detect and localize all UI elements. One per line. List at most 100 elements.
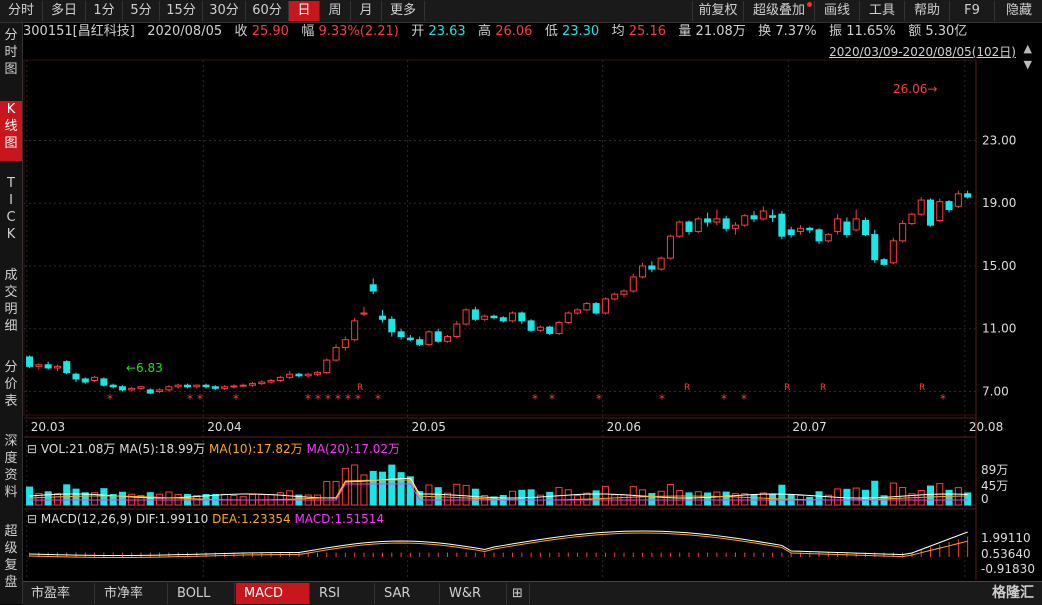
volume-bar (778, 484, 786, 506)
collapse-up-icon[interactable]: ▲ (1023, 42, 1032, 55)
volume-bar (731, 493, 739, 506)
volume-bar (286, 490, 294, 506)
candle-body (53, 365, 61, 369)
volume-bar (908, 493, 916, 506)
event-marker-icon: * (659, 392, 665, 406)
period-tab-60min[interactable]: 60分 (246, 1, 289, 21)
candle-body (871, 234, 879, 261)
tab-wr[interactable]: W&R (441, 583, 507, 604)
period-tab-30min[interactable]: 30分 (203, 1, 246, 21)
event-marker-icon: * (325, 392, 331, 406)
volume-bar (369, 470, 377, 506)
candle-body (759, 210, 767, 220)
f9-button[interactable]: F9 (949, 1, 994, 21)
avg-value: 25.16 (628, 24, 666, 39)
period-tab-month[interactable]: 月 (351, 1, 382, 21)
candle-body (899, 223, 907, 242)
volume-bar (100, 488, 108, 506)
candle-body (26, 356, 34, 367)
tab-rsi[interactable]: RSI (311, 583, 375, 604)
volume-bar (889, 482, 897, 506)
period-tab-1min[interactable]: 1分 (86, 1, 123, 21)
candle-body (137, 386, 145, 389)
volume-bar (741, 493, 749, 506)
sidebar-item-replay[interactable]: 超级复盘 (4, 524, 18, 590)
volume-bar (44, 491, 52, 506)
sidebar-item-depth-data[interactable]: 深度资料 (4, 434, 18, 500)
candle-body (685, 221, 693, 232)
tab-boll[interactable]: BOLL (169, 583, 235, 604)
volume-bar (685, 492, 693, 506)
volume-collapse-icon[interactable]: ⊟ (27, 442, 38, 456)
volume-bar (490, 496, 498, 506)
tab-pb[interactable]: 市净率 (96, 583, 168, 604)
vol-ma5: MA(5):18.99万 (119, 442, 206, 456)
hide-button[interactable]: 隐藏 (994, 1, 1042, 21)
date-range-label[interactable]: 2020/03/09-2020/08/05(102日) (829, 45, 1016, 59)
tab-sar[interactable]: SAR (376, 583, 440, 604)
period-tab-day[interactable]: 日 (289, 1, 320, 21)
volume-bar (806, 496, 814, 506)
x-tick-label: 20.05 (412, 420, 446, 434)
candle-body (843, 221, 851, 236)
candle-body (174, 384, 182, 388)
macd-collapse-icon[interactable]: ⊟ (27, 512, 38, 526)
candle-body (574, 309, 582, 314)
draw-line-button[interactable]: 画线 (814, 1, 859, 21)
sidebar-item-price-table[interactable]: 分价表 (4, 360, 18, 409)
close-value: 25.90 (251, 24, 289, 39)
candle-body (620, 290, 628, 295)
volume-bar (53, 492, 61, 506)
toolbar: 分时 多日 1分 5分 15分 30分 60分 日 周 月 更多 前复权 超级叠… (0, 0, 1042, 23)
macd-dea-line (29, 532, 968, 558)
amplitude-label: 振 (829, 24, 843, 39)
candle-body (388, 318, 396, 333)
candle-body (731, 224, 739, 229)
tools-button[interactable]: 工具 (859, 1, 904, 21)
period-tab-week[interactable]: 周 (320, 1, 351, 21)
sidebar-item-trade-detail[interactable]: 成交明细 (4, 268, 18, 334)
dropdown-icon[interactable]: ▼ (1023, 58, 1032, 71)
volume-bar (165, 491, 173, 506)
macd-value: MACD:1.51514 (294, 512, 385, 526)
volume-bar (648, 493, 656, 506)
volume-bar (852, 487, 860, 506)
candle-body (964, 193, 972, 198)
candle-body (286, 373, 294, 378)
x-tick-label: 20.06 (607, 420, 641, 434)
add-tab-icon[interactable]: ⊞ (508, 583, 530, 604)
period-tab-timeshare[interactable]: 分时 (0, 1, 43, 21)
super-overlay-button[interactable]: 超级叠加 (743, 1, 814, 21)
r-marker-icon: R (919, 383, 925, 393)
period-tab-multiday[interactable]: 多日 (43, 1, 86, 21)
x-tick-label: 20.03 (31, 420, 65, 434)
tab-macd[interactable]: MACD (236, 583, 310, 604)
candle-body (462, 309, 470, 325)
candle-body (118, 386, 126, 391)
period-tab-5min[interactable]: 5分 (123, 1, 160, 21)
price-adjust-button[interactable]: 前复权 (692, 1, 743, 21)
tab-pe[interactable]: 市盈率 (23, 583, 95, 604)
candle-body (44, 364, 52, 369)
y-tick-label: 15.00 (982, 259, 1016, 273)
candle-body (908, 213, 916, 225)
period-tab-more[interactable]: 更多 (382, 1, 425, 21)
candle-body (917, 199, 925, 215)
candle-body (313, 372, 322, 375)
candle-body (564, 312, 572, 323)
vol-ma20: MA(20):17.02万 (306, 442, 401, 456)
help-button[interactable]: 帮助 (904, 1, 949, 21)
volume-bar (453, 483, 461, 506)
volume-bar (35, 493, 43, 506)
candle-body (713, 218, 721, 223)
high-value: 26.06 (495, 24, 533, 39)
sidebar-item-timeshare[interactable]: 分时图 (4, 28, 18, 77)
macd-tick-mid: 0.53640 (981, 547, 1031, 561)
change-label: 幅 (301, 24, 315, 39)
period-tab-15min[interactable]: 15分 (160, 1, 203, 21)
volume-bar (146, 492, 154, 506)
avg-label: 均 (611, 24, 625, 39)
